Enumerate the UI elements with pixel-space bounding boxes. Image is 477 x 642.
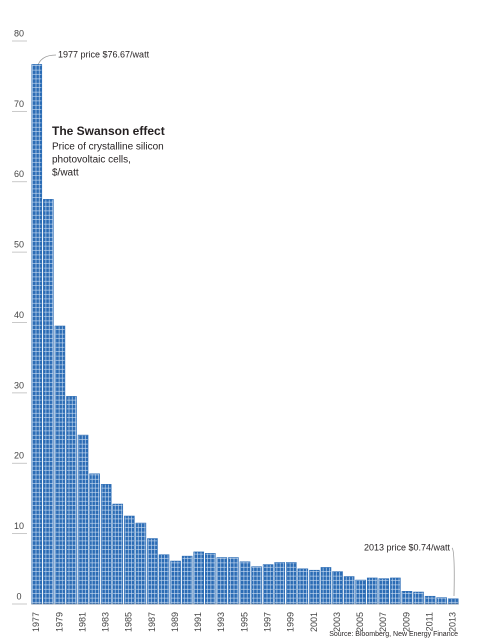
x-tick-label: 1987 bbox=[147, 612, 157, 632]
x-tick-label: 1989 bbox=[170, 612, 180, 632]
chart-title: The Swanson effect bbox=[52, 124, 165, 138]
bar bbox=[436, 597, 447, 605]
x-tick-label: 2003 bbox=[332, 612, 342, 632]
x-tick-label: 1985 bbox=[124, 612, 134, 632]
y-tick-label: 0 bbox=[16, 591, 21, 601]
y-tick-label: 40 bbox=[14, 310, 24, 320]
bar bbox=[343, 576, 355, 605]
bar bbox=[170, 560, 181, 605]
bar bbox=[135, 522, 147, 605]
y-tick-label: 20 bbox=[14, 451, 24, 461]
bar bbox=[285, 562, 297, 605]
x-tick-label: 2013 bbox=[448, 612, 458, 632]
bar bbox=[228, 557, 239, 605]
bar bbox=[413, 591, 424, 605]
bar bbox=[100, 484, 112, 605]
bar bbox=[77, 434, 89, 605]
x-tick-label: 1977 bbox=[31, 612, 41, 632]
bar bbox=[158, 554, 170, 605]
bar bbox=[124, 515, 135, 605]
annotation-leader bbox=[451, 547, 455, 597]
bar bbox=[112, 503, 124, 605]
x-tick-label: 1983 bbox=[101, 612, 111, 632]
bar bbox=[181, 555, 193, 605]
y-tick-label: 50 bbox=[14, 240, 24, 250]
bar bbox=[274, 562, 285, 605]
bar bbox=[193, 551, 205, 605]
x-tick-label: 1991 bbox=[193, 612, 203, 632]
x-tick-label: 2001 bbox=[309, 612, 319, 632]
bar bbox=[297, 568, 309, 605]
x-tick-label: 2011 bbox=[424, 612, 434, 631]
chart-subtitle: $/watt bbox=[52, 168, 79, 179]
bar bbox=[89, 473, 100, 605]
bar bbox=[366, 577, 378, 605]
x-tick-label: 1993 bbox=[216, 612, 226, 632]
bar bbox=[147, 538, 158, 605]
bar bbox=[251, 566, 262, 605]
bar bbox=[390, 577, 401, 605]
x-tick-label: 1999 bbox=[286, 612, 296, 632]
bar bbox=[31, 64, 43, 605]
x-tick-label: 1995 bbox=[239, 612, 249, 632]
y-tick-label: 30 bbox=[14, 380, 24, 390]
chart-subtitle: Price of crystalline silicon bbox=[52, 142, 164, 153]
y-tick-label: 80 bbox=[14, 28, 24, 38]
bar bbox=[424, 595, 436, 605]
bar bbox=[66, 396, 77, 605]
y-tick-label: 60 bbox=[14, 169, 24, 179]
x-tick-label: 2009 bbox=[401, 612, 411, 632]
bar bbox=[378, 578, 390, 605]
x-tick-label: 2007 bbox=[378, 612, 388, 632]
bar bbox=[401, 591, 413, 605]
y-tick-label: 10 bbox=[14, 521, 24, 531]
x-tick-label: 1997 bbox=[263, 612, 273, 632]
bar bbox=[355, 579, 366, 605]
bar bbox=[447, 598, 459, 605]
bar bbox=[216, 557, 228, 605]
bar bbox=[43, 199, 54, 605]
bar bbox=[262, 564, 274, 605]
bar bbox=[332, 571, 343, 605]
y-tick-label: 70 bbox=[14, 99, 24, 109]
annotation: 1977 price $76.67/watt bbox=[58, 49, 150, 59]
chart-subtitle: photovoltaic cells, bbox=[52, 155, 131, 166]
source: Source: Bloomberg, New Energy Finance bbox=[329, 631, 458, 638]
x-tick-label: 1979 bbox=[54, 612, 64, 632]
bar bbox=[239, 561, 251, 605]
bar bbox=[309, 569, 320, 605]
x-tick-label: 2005 bbox=[355, 612, 365, 632]
x-tick-label: 1981 bbox=[77, 612, 87, 632]
bar bbox=[205, 553, 216, 605]
bar bbox=[54, 325, 66, 605]
annotation: 2013 price $0.74/watt bbox=[364, 542, 451, 552]
bar bbox=[320, 567, 332, 605]
